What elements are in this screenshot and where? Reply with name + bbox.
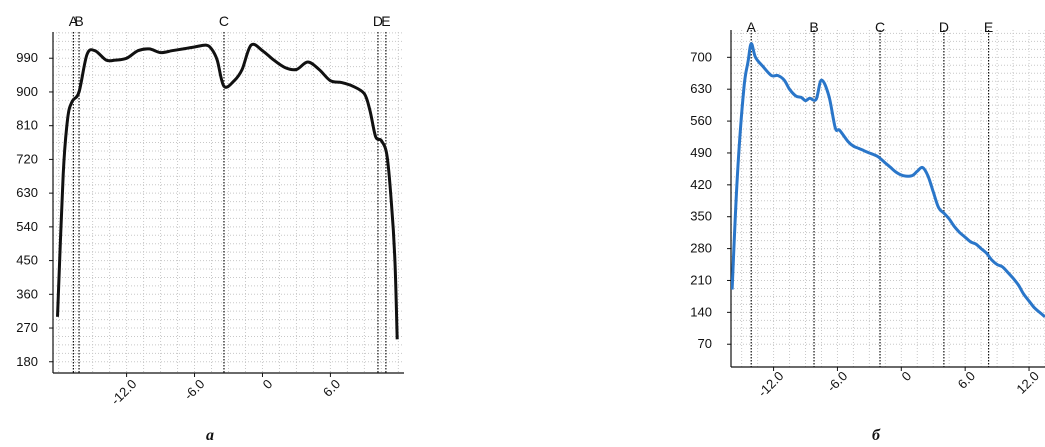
y-tick-label: 900 — [16, 84, 38, 99]
panel-label: а — [206, 427, 214, 444]
chart-panel-a: 180 270 360 450 540 630 720 810 900 990 -12.0 -6.0 0… — [16, 13, 404, 444]
y-tick-label: 360 — [16, 286, 38, 301]
minor-grid — [731, 30, 1045, 367]
marker-label-e: E — [984, 19, 993, 35]
y-tick-label: 420 — [690, 177, 712, 192]
x-tick-label: 6.0 — [955, 368, 978, 391]
marker-label-a: A — [747, 19, 757, 35]
minor-grid — [53, 32, 404, 373]
y-tick-label: 630 — [16, 185, 38, 200]
y-tick-label: 990 — [16, 50, 38, 65]
panel-label: б — [872, 427, 881, 444]
marker-label-a: A — [69, 13, 79, 29]
y-tick-label: 630 — [690, 81, 712, 96]
y-tick-label: 70 — [698, 336, 712, 351]
marker-label-b: B — [809, 19, 818, 35]
marker-label-e: E — [381, 13, 390, 29]
marker-label-b: B — [74, 13, 83, 29]
y-tick-label: 180 — [16, 354, 38, 369]
x-tick-label: -12.0 — [755, 368, 787, 400]
marker-label-c: C — [875, 19, 885, 35]
y-tick-label: 140 — [690, 304, 712, 319]
marker-label-d: D — [939, 19, 949, 35]
x-tick-label: 12.0 — [1013, 368, 1042, 397]
y-tick-label: 810 — [16, 118, 38, 133]
y-tick-label: 210 — [690, 272, 712, 287]
y-tick-label: 270 — [16, 320, 38, 335]
x-tick-label: -6.0 — [181, 376, 207, 402]
y-tick-label: 450 — [16, 253, 38, 268]
x-tick-label: 0 — [260, 376, 276, 392]
marker-label-d: D — [373, 13, 383, 29]
x-tick-label: -6.0 — [824, 368, 850, 394]
chart-panel-b: 70 140 210 280 350 420 490 560 630 700 -12.0 -6.0 0 6… — [690, 19, 1045, 444]
series-line — [56, 42, 399, 340]
y-tick-label: 280 — [690, 241, 712, 256]
x-tick-label: 6.0 — [320, 376, 343, 399]
y-tick-label: 720 — [16, 151, 38, 166]
y-tick-label: 700 — [690, 49, 712, 64]
y-tick-label: 540 — [16, 219, 38, 234]
x-tick-label: 0 — [898, 368, 914, 384]
series-line — [731, 42, 1045, 319]
y-tick-label: 350 — [690, 209, 712, 224]
x-tick-label: -12.0 — [108, 376, 140, 408]
y-tick-label: 560 — [690, 113, 712, 128]
marker-label-c: C — [219, 13, 229, 29]
y-tick-label: 490 — [690, 145, 712, 160]
